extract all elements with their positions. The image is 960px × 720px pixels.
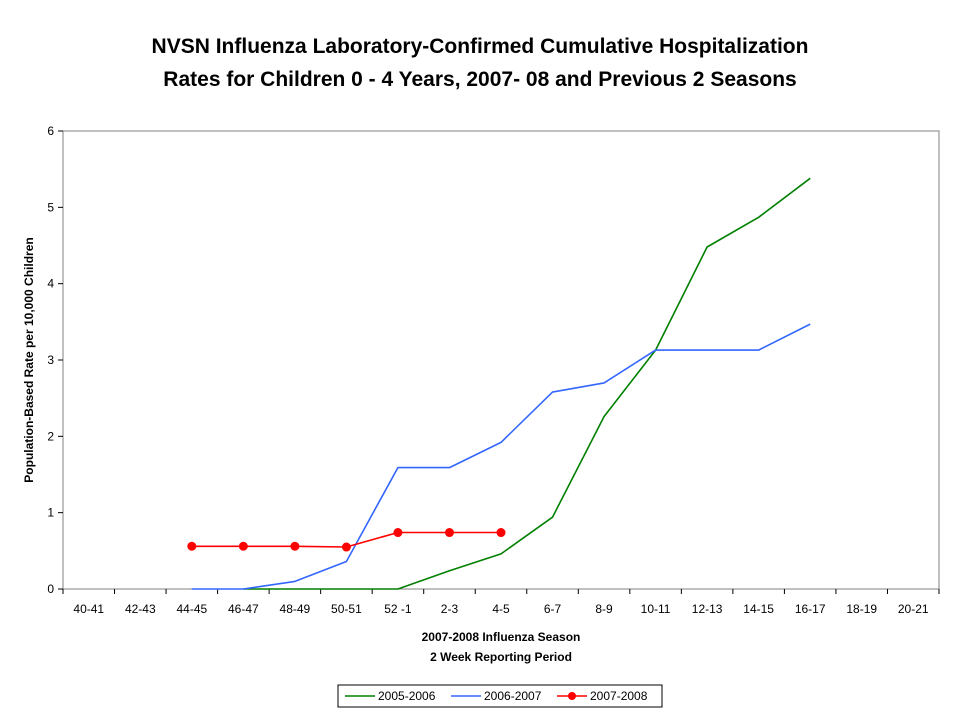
chart-title: NVSN Influenza Laboratory-Confirmed Cumu… <box>0 30 960 96</box>
x-tick-label: 48-49 <box>280 602 311 616</box>
legend-label: 2006-2007 <box>484 689 542 703</box>
x-tick-label: 50-51 <box>331 602 362 616</box>
x-tick-label: 44-45 <box>176 602 207 616</box>
y-tick-label: 6 <box>47 124 54 138</box>
title-line-2: Rates for Children 0 - 4 Years, 2007- 08… <box>163 68 797 91</box>
y-tick-label: 2 <box>47 429 54 443</box>
series-point-2007-2008 <box>290 541 300 551</box>
y-axis-title: Population-Based Rate per 10,000 Childre… <box>22 237 36 482</box>
series-line-2006-2007 <box>191 323 811 590</box>
x-tick-label: 10-11 <box>641 602 671 616</box>
x-tick-label: 8-9 <box>595 602 613 616</box>
x-tick-label: 46-47 <box>228 602 259 616</box>
x-tick-label: 6-7 <box>544 602 562 616</box>
series-layer <box>187 177 811 590</box>
legend-marker-2007-2008 <box>568 692 576 700</box>
y-axis: 0 1 2 3 4 5 6 <box>47 124 63 596</box>
plot-area <box>62 130 940 590</box>
series-point-2007-2008 <box>444 528 454 538</box>
x-axis-subtitle: 2 Week Reporting Period <box>430 650 572 664</box>
legend-label: 2005-2006 <box>378 689 436 703</box>
series-point-2007-2008 <box>393 528 403 538</box>
series-point-2007-2008 <box>187 541 197 551</box>
y-tick-label: 3 <box>47 353 54 367</box>
series-point-2007-2008 <box>238 541 248 551</box>
y-tick-label: 5 <box>47 200 54 214</box>
series-point-2007-2008 <box>496 528 506 538</box>
series-line-2005-2006 <box>243 177 811 590</box>
title-line-1: NVSN Influenza Laboratory-Confirmed Cumu… <box>151 35 809 58</box>
y-tick-label: 1 <box>47 506 54 520</box>
y-tick-label: 4 <box>47 277 54 291</box>
y-tick-label: 0 <box>47 582 54 596</box>
x-tick-label: 2-3 <box>441 602 459 616</box>
x-tick-label: 12-13 <box>692 602 723 616</box>
legend-label: 2007-2008 <box>590 689 648 703</box>
x-tick-label: 42-43 <box>125 602 156 616</box>
x-tick-label: 40-41 <box>73 602 104 616</box>
x-tick-label: 18-19 <box>846 602 877 616</box>
x-axis: 40-41 42-43 44-45 46-47 48-49 50-51 52 -1 2-3 4-… <box>62 589 940 616</box>
x-tick-label: 14-15 <box>743 602 774 616</box>
legend <box>337 684 663 708</box>
x-tick-label: 52 -1 <box>384 602 412 616</box>
series-point-2007-2008 <box>341 542 351 552</box>
x-tick-label: 16-17 <box>795 602 826 616</box>
x-tick-label: 20-21 <box>898 602 929 616</box>
x-tick-label: 4-5 <box>492 602 510 616</box>
legend-items: 2005-2006 2006-2007 2007-2008 <box>345 689 648 703</box>
x-axis-title: 2007-2008 Influenza Season <box>422 630 581 644</box>
